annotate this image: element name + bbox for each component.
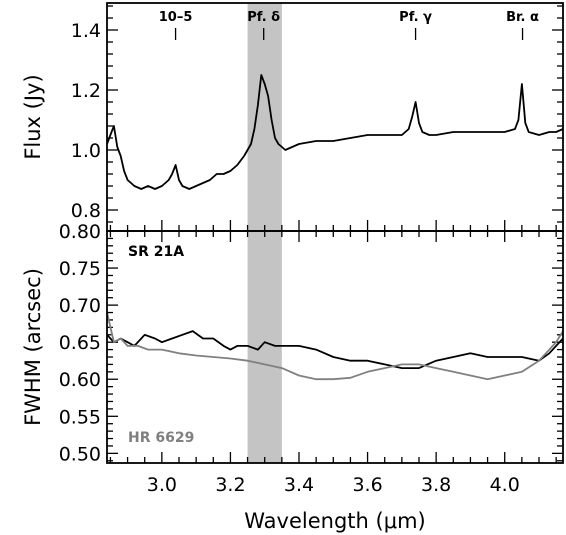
panel-frames	[106, 2, 564, 464]
bottom-x-tick-label: 3.2	[215, 474, 245, 496]
bottom-x-tick-label: 3.6	[352, 474, 382, 496]
top-shaded-band	[247, 3, 282, 231]
top-y-tick-label: 1.2	[71, 80, 101, 102]
bottom-x-tick-label: 3.8	[421, 474, 451, 496]
series-label-hr-6629: HR 6629	[128, 430, 194, 446]
bottom-x-tick-label: 3.4	[284, 474, 314, 496]
line-marker-label: Br. α	[506, 10, 539, 25]
bottom-series-hr-6629	[106, 312, 564, 381]
top-series-0	[106, 74, 564, 190]
line-marker-label: Pf. γ	[399, 10, 432, 25]
x-axis-label: Wavelength (μm)	[244, 509, 425, 533]
bottom-y-tick-label: 0.55	[59, 406, 101, 428]
bottom-panel-frame	[106, 230, 564, 464]
chart-text: 0.8 1.0 1.2 1.4 10–5 Pf. δ Pf. γ Br. α Flux (Jy)…	[21, 10, 539, 533]
bottom-x-tick-label: 4.0	[490, 474, 520, 496]
data-series	[106, 74, 564, 381]
top-y-tick-label: 1.0	[71, 140, 101, 162]
top-y-tick-label: 0.8	[71, 200, 101, 222]
bottom-y-tick-label: 0.75	[59, 258, 101, 280]
series-label-sr-21a: SR 21A	[128, 244, 184, 260]
bottom-y-tick-label: 0.70	[59, 295, 101, 317]
shaded-bands	[247, 3, 282, 463]
bottom-y-tick-label: 0.80	[59, 221, 101, 243]
bottom-x-tick-label: 3.0	[147, 474, 177, 496]
bottom-y-tick-label: 0.60	[59, 369, 101, 391]
bottom-series-sr-21a	[106, 330, 564, 369]
bottom-y-tick-label: 0.50	[59, 443, 101, 465]
bottom-y-axis-label: FWHM (arcsec)	[21, 268, 45, 426]
line-marker-label: Pf. δ	[247, 10, 280, 25]
line-marker-label: 10–5	[159, 10, 193, 25]
top-y-tick-label: 1.4	[71, 20, 101, 42]
top-y-axis-label: Flux (Jy)	[21, 74, 45, 159]
axis-ticks	[107, 5, 563, 463]
bottom-y-tick-label: 0.65	[59, 332, 101, 354]
